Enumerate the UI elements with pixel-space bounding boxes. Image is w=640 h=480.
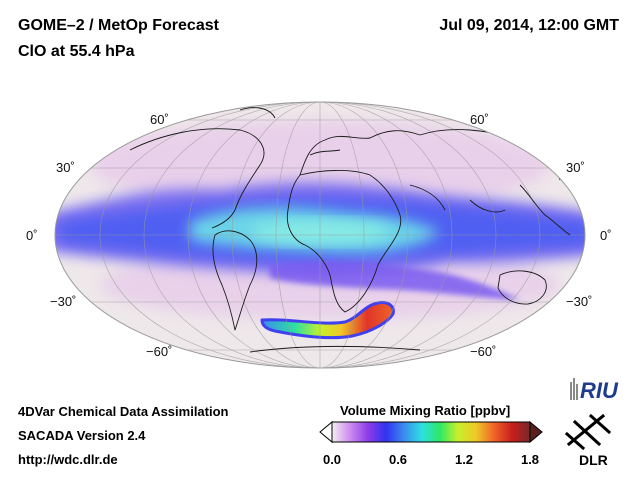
map-subtitle: ClO at 55.4 hPa [18,43,135,60]
lat-label-0-left: 0˚ [26,228,38,243]
lat-label-30s-right: −30˚ [566,294,592,309]
colorbar-tick-1: 0.6 [388,452,408,467]
colorbar-bar [331,421,531,443]
lat-label-60n-right: 60˚ [470,112,489,127]
colorbar-tick-0: 0.0 [322,452,342,467]
australia-outline [497,270,547,305]
assimilation-label: 4DVar Chemical Data Assimilation [18,404,229,419]
graticule [55,102,585,368]
version-label: SACADA Version 2.4 [18,428,146,443]
lat-label-30n-left: 30˚ [56,160,75,175]
colorbar-tick-2: 1.2 [454,452,474,467]
globe-border [54,101,586,369]
website-link[interactable]: http://wdc.dlr.de [18,452,118,467]
riu-logo: RIU [570,378,619,403]
colorbar-high-arrow [529,420,543,444]
southern-band [270,261,520,300]
riu-logo-text: RIU [580,378,619,403]
world-map: 60˚ 60˚ 30˚ 30˚ 0˚ 0˚ −30˚ −30˚ −60˚ −60… [26,101,612,369]
colorbar [319,420,543,444]
south-america-outline [212,230,258,331]
lat-label-60s-right: −60˚ [470,344,496,359]
antarctica-outline [249,346,421,353]
africa-outline [286,170,402,313]
lat-label-60n-left: 60˚ [150,112,169,127]
dlr-logo-icon [564,413,612,451]
polar-vortex-clo [260,301,395,340]
north-america-outline [129,107,276,229]
map-title: GOME–2 / MetOp Forecast [18,17,219,34]
colorbar-title: Volume Mixing Ratio [ppbv] [340,403,511,418]
dlr-logo-text: DLR [579,452,608,468]
forecast-datetime: Jul 09, 2014, 12:00 GMT [439,17,619,34]
lat-label-0-right: 0˚ [600,228,612,243]
colorbar-low-arrow [319,420,333,444]
europe-outline [299,130,421,176]
lat-label-30n-right: 30˚ [566,160,585,175]
lat-label-60s-left: −60˚ [146,344,172,359]
colorbar-tick-3: 1.8 [520,452,540,467]
lat-label-30s-left: −30˚ [50,294,76,309]
